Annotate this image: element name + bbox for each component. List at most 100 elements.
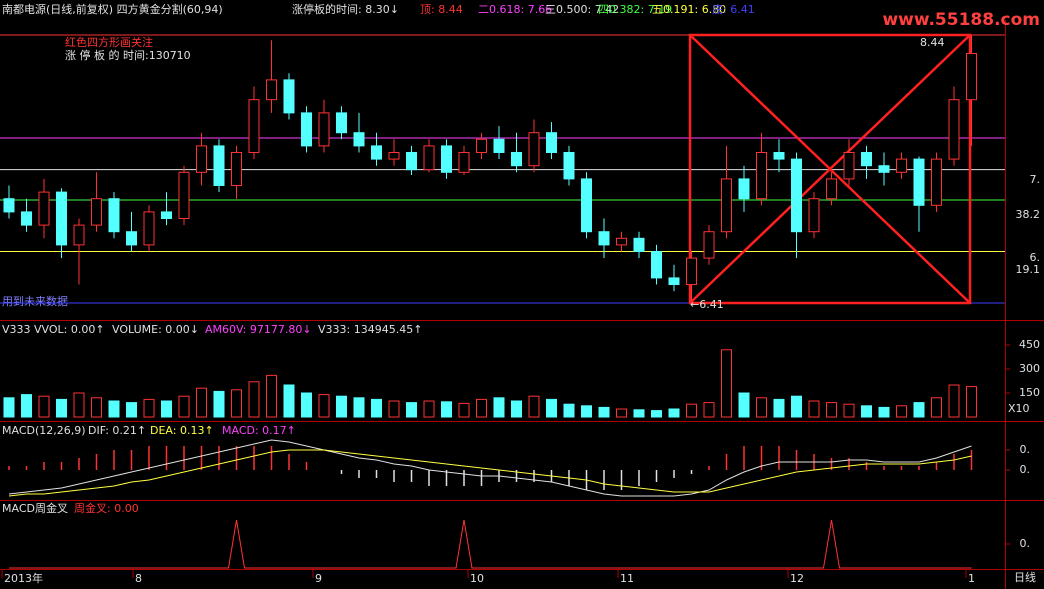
candle-body (423, 145, 435, 171)
volume-bar (371, 398, 382, 418)
candle-body (651, 251, 662, 279)
macd-header: MACD: 0.17↑ (222, 424, 296, 437)
period: 日线 (1014, 570, 1036, 584)
level-label: 底: 6.41 (712, 2, 755, 16)
watermark: www.55188.com (882, 10, 1040, 30)
volume-bar (808, 400, 820, 418)
volume-bar (966, 386, 977, 418)
candle-body (756, 151, 767, 200)
candle-body (528, 132, 540, 167)
volume-bar (406, 402, 417, 418)
volume-bar (511, 400, 522, 418)
week-header: 周金叉: 0.00 (74, 501, 139, 515)
candle-body (143, 211, 155, 246)
volume-bar (896, 405, 907, 418)
macd-header: DEA: 0.13↑ (150, 424, 214, 437)
x-tick-label: 12 (790, 572, 804, 585)
candle-body (248, 99, 260, 153)
candle-body (616, 237, 627, 246)
volume-bar (738, 392, 750, 418)
volume-tick-label: 300 (1019, 362, 1040, 375)
volume-bar (476, 398, 487, 418)
level-label: 五0.191: 6.80 (652, 3, 726, 16)
volume-bar (301, 392, 312, 418)
candle-body (913, 158, 925, 206)
volume-bar (721, 349, 732, 418)
candle-body (773, 151, 785, 160)
volume-bar (528, 395, 540, 418)
note: 用到未来数据 (2, 294, 68, 308)
candle-body (896, 158, 907, 173)
volume-header: V333 VVOL: 0.00↑ (2, 323, 105, 336)
candle-body (511, 151, 522, 167)
volume-bar (703, 402, 715, 418)
candle-body (73, 224, 85, 246)
volume-bar (266, 374, 277, 418)
volume-bar (388, 400, 400, 418)
macd-header: MACD(12,26,9) (2, 424, 86, 437)
x-tick-label: 9 (315, 572, 322, 585)
volume-header: VOLUME: 0.00↓ (112, 323, 199, 336)
volume-bar (791, 395, 802, 418)
x-tick-label: 1 (968, 572, 975, 585)
candle-body (161, 211, 172, 220)
macd-tick-label: 0. (1020, 463, 1031, 476)
volume-tick-label: 450 (1019, 338, 1040, 351)
macd-dea-line (8, 449, 972, 497)
price-axis-label: 7. (1030, 173, 1041, 186)
candle-body (476, 138, 487, 153)
candle-body (371, 145, 382, 160)
level-label: 顶: 8.44 (420, 3, 463, 16)
volume-bar (598, 406, 610, 418)
candle-body (38, 191, 50, 226)
candle-body (966, 52, 977, 101)
candle-body (878, 165, 890, 173)
macd-dif-line (8, 439, 972, 497)
volume-bar (861, 405, 872, 418)
volume-bar (143, 398, 155, 418)
candle-body (581, 178, 592, 233)
volume-bar (773, 398, 785, 418)
candle-body (353, 132, 365, 147)
candle-body (21, 211, 32, 226)
candle-body (388, 151, 400, 160)
high-label: 8.44 (920, 36, 945, 49)
candle-body (231, 151, 242, 187)
volume-bar (878, 406, 890, 418)
candle-body (948, 99, 960, 160)
volume-bar (108, 400, 120, 418)
candle-body (493, 138, 505, 153)
volume-bar (546, 398, 557, 418)
candle-body (791, 158, 802, 233)
limit-time: 涨停板的时间: 8.30↓ (292, 2, 399, 16)
volume-header: V333: 134945.45↑ (318, 323, 422, 336)
candle-body (178, 171, 190, 220)
candle-body (861, 151, 872, 167)
volume-bar (231, 389, 242, 418)
volume-bar (336, 395, 347, 418)
volume-unit: X10 (1008, 402, 1030, 415)
volume-bar (56, 398, 67, 418)
candle-body (318, 112, 330, 147)
candle-body (458, 151, 470, 173)
volume-header: AM60V: 97177.80↓ (205, 323, 312, 336)
volume-bar (318, 394, 330, 418)
title: 南都电源(日线,前复权) 四方黄金分割(60,94) (2, 2, 223, 16)
candle-body (3, 198, 15, 213)
price-axis-label: 19.1 (1016, 263, 1041, 276)
price-axis-label: 6. (1030, 251, 1041, 264)
week-header: MACD周金叉 (2, 501, 68, 515)
volume-bar (178, 395, 190, 418)
volume-bar (213, 390, 225, 418)
macd-header: DIF: 0.21↑ (88, 424, 146, 437)
focus-box (688, 33, 972, 305)
volume-bar (3, 397, 15, 418)
level-label: 三0.500: 7.42 (545, 3, 619, 16)
x-tick-label: 8 (135, 572, 142, 585)
candle-body (931, 158, 942, 206)
volume-bar (581, 405, 592, 418)
volume-bar (161, 400, 172, 418)
